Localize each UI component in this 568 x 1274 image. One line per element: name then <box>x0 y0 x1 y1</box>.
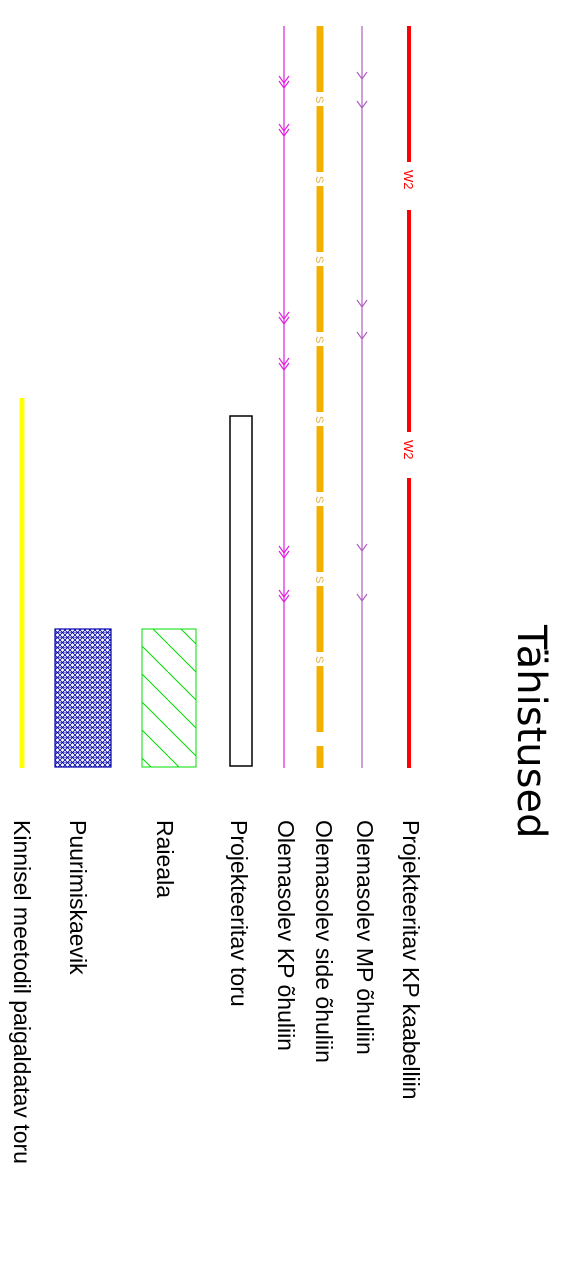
telecom-tag-1: S <box>313 96 325 103</box>
symbol-telecom-overhead-line: S S S S S S S S <box>313 26 325 768</box>
label-kp-cable-line: Projekteeritav KP kaabelliin <box>398 820 424 1100</box>
cable-tag-1: W2 <box>401 170 416 190</box>
symbol-mp-overhead-line <box>356 26 368 768</box>
label-trenchless-pipe: Kinnisel meetodil paigaldatav toru <box>9 820 35 1164</box>
telecom-tag-8: S <box>313 656 325 663</box>
symbol-projected-pipe <box>229 415 253 767</box>
symbol-kp-overhead-line <box>278 26 290 768</box>
label-mp-overhead-line: Olemasolev MP õhuliin <box>352 820 378 1055</box>
telecom-tag-6: S <box>313 496 325 503</box>
telecom-tag-7: S <box>313 576 325 583</box>
cable-tag-2: W2 <box>401 440 416 460</box>
telecom-tag-5: S <box>313 416 325 423</box>
label-kp-overhead-line: Olemasolev KP õhuliin <box>273 820 299 1051</box>
label-telecom-overhead-line: Olemasolev side õhuliin <box>311 820 337 1063</box>
symbol-clearing-area <box>141 628 197 768</box>
telecom-tag-4: S <box>313 336 325 343</box>
telecom-tag-3: S <box>313 256 325 263</box>
label-projected-pipe: Projekteeritav toru <box>226 820 252 1007</box>
label-drilling-pit: Puurimiskaevik <box>65 820 91 975</box>
symbol-drilling-pit <box>54 628 112 768</box>
label-clearing-area: Raieala <box>152 820 178 898</box>
symbol-kp-cable-line: W2 W2 <box>401 26 416 768</box>
legend-title: Tähistused <box>508 624 554 838</box>
telecom-tag-2: S <box>313 176 325 183</box>
